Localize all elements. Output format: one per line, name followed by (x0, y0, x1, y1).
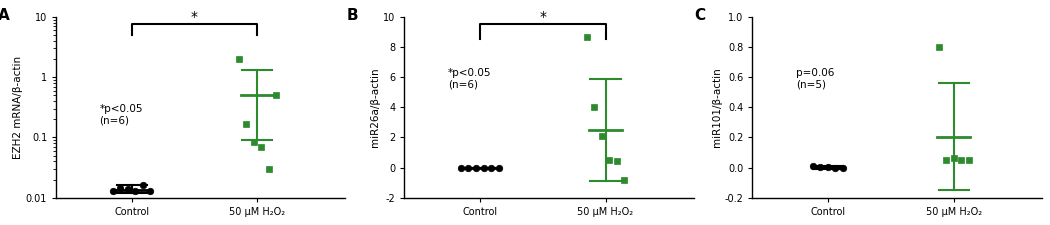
Point (460, 166, 477, 169)
Point (945, 157, 962, 160)
Point (616, 178, 633, 181)
Y-axis label: miR101/β-actin: miR101/β-actin (712, 68, 721, 147)
Y-axis label: miR26a/β-actin: miR26a/β-actin (371, 68, 380, 147)
Point (608, 159, 625, 162)
Text: p=0.06
(n=5): p=0.06 (n=5) (796, 68, 835, 89)
Point (253, 145, 270, 148)
Y-axis label: EZH2 mRNA/β-actin: EZH2 mRNA/β-actin (13, 56, 23, 159)
Point (268, 94, 285, 97)
Point (593, 134, 610, 138)
Point (952, 158, 969, 162)
Point (827, 166, 844, 169)
Point (127, 189, 144, 193)
Point (142, 189, 159, 193)
Text: C: C (695, 8, 706, 23)
Text: A: A (0, 8, 10, 23)
Point (246, 140, 262, 144)
Point (134, 184, 151, 187)
Point (490, 166, 507, 169)
Point (230, 57, 247, 61)
Point (812, 165, 828, 169)
Point (820, 165, 837, 169)
Text: *: * (191, 10, 198, 24)
Point (467, 166, 484, 169)
Point (938, 158, 954, 162)
Point (930, 45, 947, 49)
Point (586, 106, 603, 109)
Point (961, 158, 978, 162)
Text: *p<0.05
(n=6): *p<0.05 (n=6) (100, 104, 143, 125)
Point (237, 122, 254, 125)
Point (453, 166, 469, 169)
Point (260, 167, 277, 171)
Text: *: * (539, 10, 546, 24)
Point (112, 186, 129, 190)
Point (804, 164, 821, 168)
Point (579, 35, 595, 38)
Point (120, 187, 136, 191)
Point (476, 166, 492, 169)
Point (601, 158, 617, 162)
Point (104, 189, 121, 193)
Text: *p<0.05
(n=6): *p<0.05 (n=6) (447, 68, 491, 89)
Text: B: B (346, 8, 358, 23)
Point (483, 166, 500, 169)
Point (835, 166, 852, 170)
